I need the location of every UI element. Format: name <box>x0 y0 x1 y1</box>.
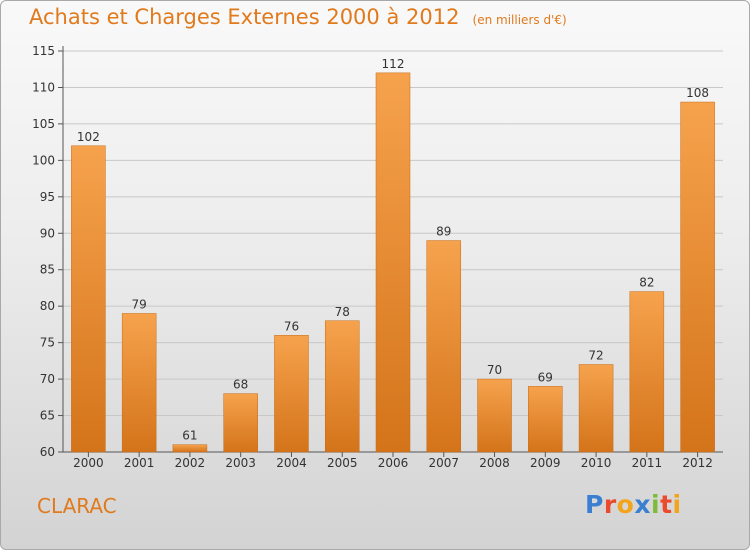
data-label: 79 <box>132 297 147 311</box>
data-label: 112 <box>382 57 405 71</box>
data-label: 78 <box>335 305 350 319</box>
logo-letter: i <box>651 490 661 519</box>
commune-name: CLARAC <box>37 494 117 518</box>
x-tick-label: 2000 <box>73 456 104 470</box>
x-tick-label: 2002 <box>175 456 206 470</box>
bar-2011 <box>629 291 665 453</box>
data-label: 72 <box>588 349 603 363</box>
logo-letter: t <box>660 490 673 519</box>
data-label: 61 <box>182 429 197 443</box>
x-tick-labels: 2000 2001 2002 2003 2004 2005 2006 2007 2008 2009… <box>73 456 713 470</box>
bars <box>71 72 715 453</box>
x-tick-label: 2010 <box>581 456 612 470</box>
x-tick-label: 2006 <box>378 456 409 470</box>
data-label: 69 <box>538 370 553 384</box>
data-label: 108 <box>686 86 709 100</box>
y-tick-label: 115 <box>32 44 55 58</box>
bar-2000 <box>71 145 106 453</box>
logo-letter: i <box>672 490 682 519</box>
bar-2001 <box>121 313 157 453</box>
bar-2009 <box>528 386 563 453</box>
data-label: 68 <box>233 378 248 392</box>
bar-2002 <box>172 444 208 453</box>
data-label: 102 <box>77 130 100 144</box>
y-tick-label: 75 <box>40 336 55 350</box>
bar-2006 <box>375 72 411 453</box>
chart-title: Achats et Charges Externes 2000 à 2012 (… <box>29 5 567 29</box>
x-tick-label: 2003 <box>225 456 256 470</box>
x-tick-label: 2011 <box>632 456 663 470</box>
y-tick-label: 110 <box>32 80 55 94</box>
logo-letter: P <box>585 490 604 519</box>
x-tick-label: 2004 <box>276 456 307 470</box>
y-tick-label: 70 <box>40 372 55 386</box>
bar-2003 <box>223 393 258 453</box>
data-label: 76 <box>284 319 299 333</box>
y-tick-labels: 60 65 70 75 80 85 90 95 100 105 110 115 <box>32 44 55 459</box>
x-tick-label: 2001 <box>124 456 155 470</box>
y-tick-label: 60 <box>40 445 55 459</box>
data-labels: 102 79 61 68 76 78 112 89 70 69 72 82 108 <box>77 57 709 443</box>
logo-letter: x <box>634 490 651 519</box>
x-tick-label: 2008 <box>479 456 510 470</box>
y-tick-label: 80 <box>40 299 55 313</box>
bar-2007 <box>426 240 462 453</box>
logo-letter: r <box>603 490 617 519</box>
bar-2012 <box>680 101 715 453</box>
y-tick-label: 105 <box>32 117 55 131</box>
bar-2004 <box>274 335 309 453</box>
bar-2008 <box>477 378 512 453</box>
chart-title-text: Achats et Charges Externes 2000 à 2012 <box>29 5 460 29</box>
chart-unit: (en milliers d'€) <box>472 13 567 27</box>
proxiti-logo: Proxiti <box>585 490 682 519</box>
x-tick-label: 2009 <box>530 456 561 470</box>
data-label: 70 <box>487 363 502 377</box>
y-tick-label: 90 <box>40 226 55 240</box>
y-tick-label: 85 <box>40 263 55 277</box>
x-tick-label: 2007 <box>428 456 459 470</box>
x-tick-label: 2005 <box>327 456 358 470</box>
bar-2005 <box>324 320 360 453</box>
x-tick-label: 2012 <box>682 456 713 470</box>
data-label: 89 <box>436 225 451 239</box>
bar-2010 <box>578 364 614 453</box>
y-tick-label: 65 <box>40 409 55 423</box>
y-tick-label: 100 <box>32 153 55 167</box>
logo-letter: o <box>616 490 635 519</box>
y-tick-label: 95 <box>40 190 55 204</box>
data-label: 82 <box>639 276 654 290</box>
